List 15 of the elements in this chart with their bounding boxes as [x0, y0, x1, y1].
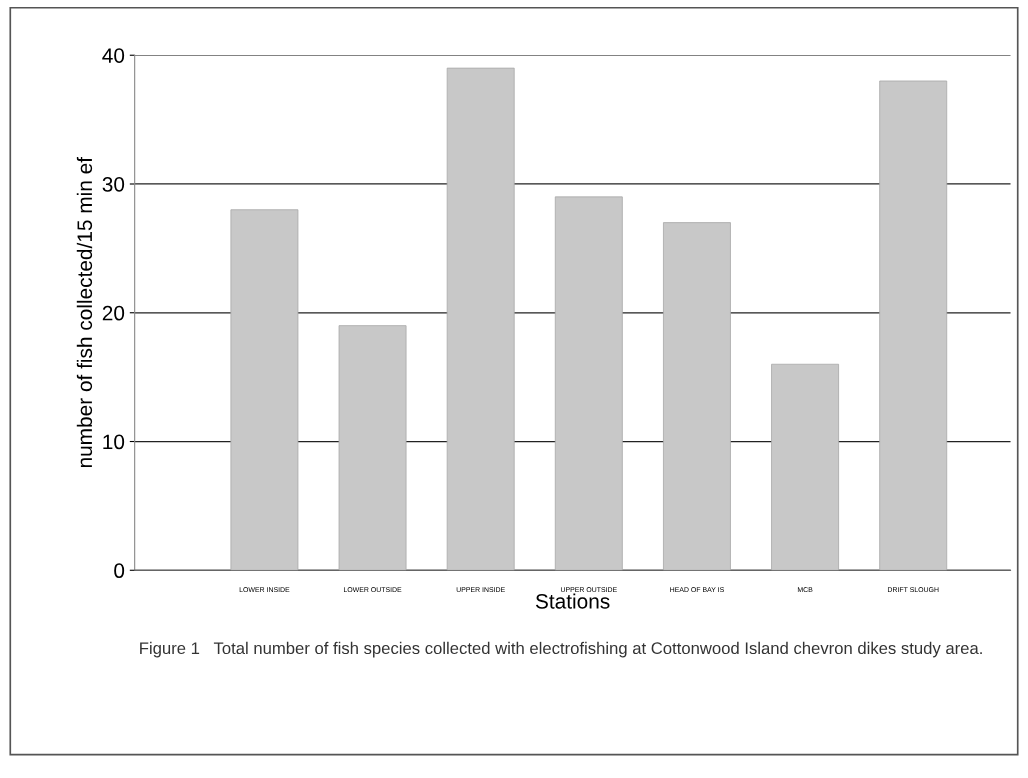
- bar: [879, 80, 948, 571]
- bar: [663, 222, 731, 571]
- bar: [446, 67, 515, 571]
- y-tick-label: 0: [114, 563, 125, 579]
- bar: [230, 209, 299, 571]
- bar: [771, 363, 840, 571]
- caption: Figure 1 Total number of fish species collected with electrofishing at Cottonwood Island chevron dikes study area.: [140, 641, 982, 658]
- bar: [338, 325, 407, 571]
- bar: [554, 196, 623, 571]
- y-tick-label: 30: [102, 177, 125, 192]
- y-tick-label: 40: [102, 48, 125, 63]
- y-tick-label: 10: [103, 434, 125, 450]
- y-axis-title: number of fish collected/15 min ef: [76, 156, 93, 468]
- y-tick-label: 20: [102, 305, 125, 321]
- x-axis-title: Stations: [535, 593, 610, 609]
